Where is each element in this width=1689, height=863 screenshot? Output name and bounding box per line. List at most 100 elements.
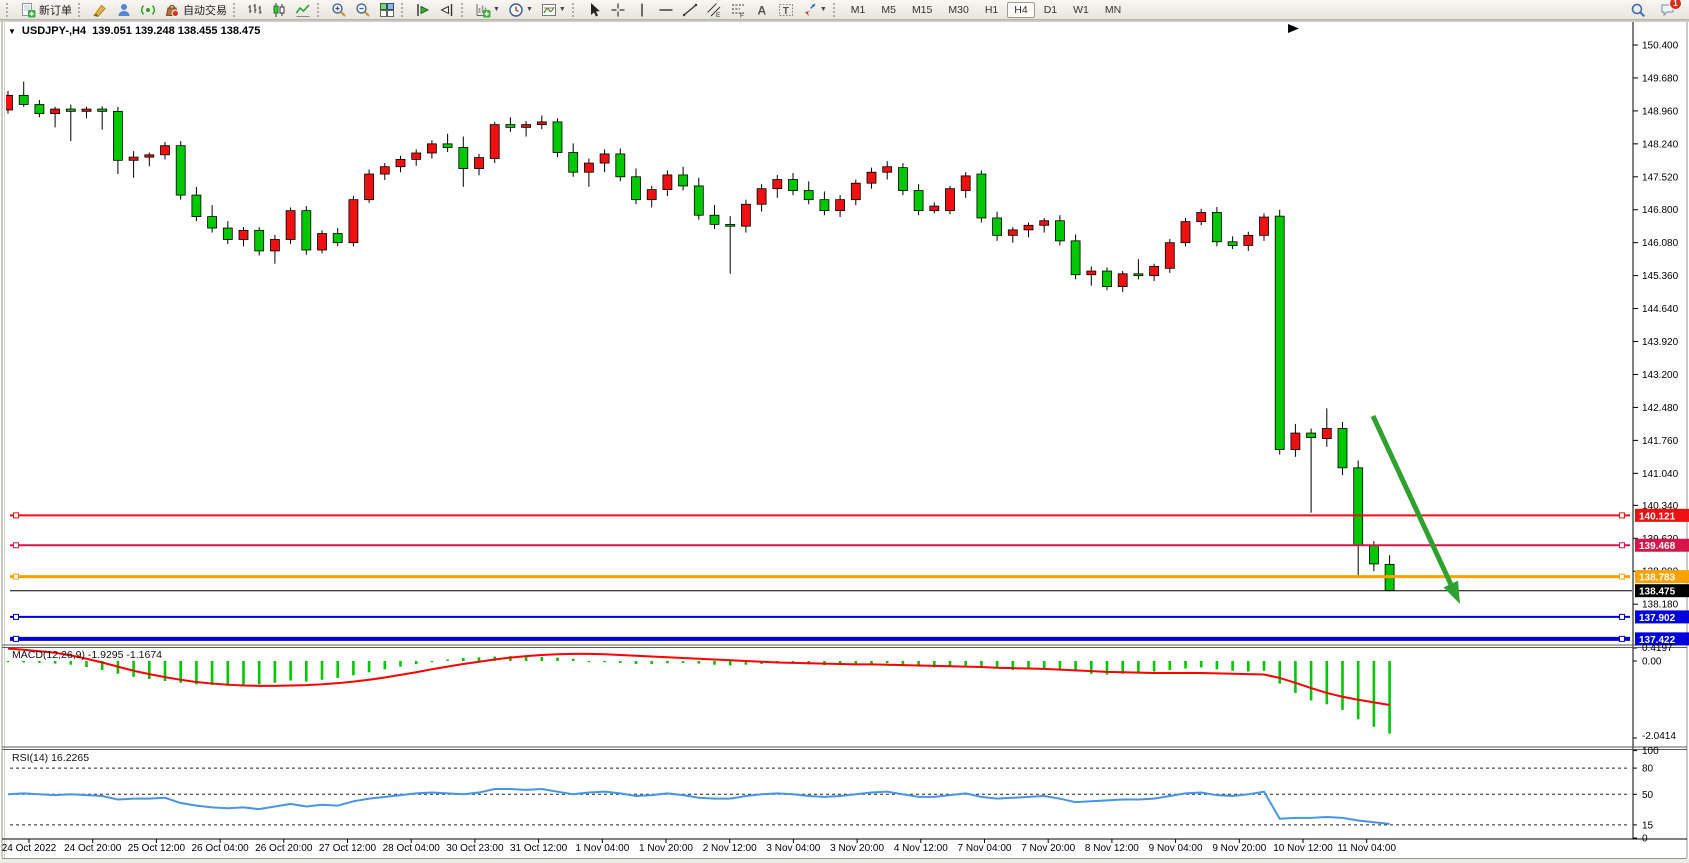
hline-handle[interactable]	[1619, 635, 1625, 642]
toolbar-signals-button[interactable]	[137, 0, 159, 20]
hline-137.902[interactable]: 137.902	[10, 610, 1689, 624]
toolbar-new-order-button[interactable]: 新订单	[17, 0, 75, 20]
toolbar-arrows-button[interactable]: ▼	[799, 0, 830, 20]
candle-body	[128, 156, 139, 161]
toolbar-new-chart-button[interactable]: ▼	[472, 0, 503, 20]
toolbar-zoom-in-button[interactable]	[328, 0, 350, 20]
time-tick-label: 3 Nov 04:00	[766, 843, 820, 854]
toolbar-auto-scroll-button[interactable]	[412, 0, 434, 20]
toolbar-tile-windows-button[interactable]	[376, 0, 398, 20]
candles-layer	[6, 81, 1395, 592]
toolbar-grip	[571, 2, 578, 17]
search-icon	[1631, 3, 1646, 17]
time-tick-label: 30 Oct 23:00	[446, 843, 504, 854]
toolbar-text-button[interactable]: A	[751, 0, 773, 20]
chart-canvas[interactable]: 150.400 149.680 148.960 148.240 147.520 146.8…	[0, 20, 1689, 863]
timeframe-m5-button[interactable]: M5	[881, 3, 896, 16]
time-tick-label: 4 Nov 12:00	[894, 843, 948, 854]
toolbar-notifications-button[interactable]: 1	[1657, 0, 1682, 20]
toolbar-cursor-button[interactable]	[583, 0, 605, 20]
candle-body	[1259, 216, 1269, 236]
toolbar-equidistant-channel-button[interactable]: E	[703, 0, 725, 20]
current-price-line: 138.475	[10, 584, 1689, 598]
candle-body	[898, 167, 908, 191]
candle-body	[929, 205, 940, 212]
hline-handle[interactable]	[1619, 573, 1625, 580]
vertical-line-icon	[641, 3, 643, 16]
hline-handle[interactable]	[13, 613, 19, 620]
trend-arrow-shaft[interactable]	[1370, 414, 1454, 586]
rsi-scale-label: 15	[1642, 820, 1654, 831]
timeframe-h1-button[interactable]: H1	[984, 3, 999, 16]
timeframe-m30-button[interactable]: M30	[948, 3, 969, 16]
toolbar-fibonacci-button[interactable]: F	[727, 0, 749, 20]
hline-handle[interactable]	[13, 512, 19, 519]
hline-handle[interactable]	[1619, 512, 1625, 519]
hline-138.783[interactable]: 138.783	[10, 570, 1689, 584]
toolbar-periods-button[interactable]: ▼	[505, 0, 536, 20]
hline-137.422[interactable]: 137.422	[10, 632, 1689, 646]
hline-handle[interactable]	[13, 542, 19, 549]
toolbar-text-label-button[interactable]: T	[775, 0, 797, 20]
candle-body	[1117, 273, 1128, 288]
collapse-triangle-icon[interactable]: ▼	[8, 26, 16, 36]
indicators-list-icon	[541, 3, 556, 16]
timeframe-mn-button[interactable]: MN	[1104, 3, 1122, 16]
time-axis[interactable]: 24 Oct 2022 24 Oct 20:00 25 Oct 12:00 26 Oc…	[2, 839, 1397, 854]
chart-shift-marker-icon[interactable]	[1288, 24, 1299, 33]
toolbar-indicators-list-button[interactable]: ▼	[538, 0, 569, 20]
toolbar-zoom-out-button[interactable]	[352, 0, 374, 20]
toolbar-group	[411, 0, 459, 20]
candle-body	[1180, 221, 1191, 244]
candle-body	[489, 124, 500, 159]
hline-handle[interactable]	[1619, 613, 1625, 620]
chevron-down-icon[interactable]: ▼	[819, 6, 827, 13]
chevron-down-icon[interactable]: ▼	[558, 6, 566, 13]
timeframe-w1-button[interactable]: W1	[1073, 3, 1089, 16]
toolbar-crosshair-button[interactable]	[607, 0, 629, 20]
toolbar-candlestick-chart-button[interactable]	[268, 0, 290, 20]
toolbar-profile-button[interactable]	[113, 0, 135, 20]
candle-body	[850, 182, 861, 201]
hline-140.121[interactable]: 140.121	[10, 508, 1689, 523]
candle-body	[1070, 240, 1081, 276]
hline-handle[interactable]	[13, 635, 19, 642]
candle-body	[364, 173, 375, 201]
timeframe-m1-button[interactable]: M1	[850, 3, 866, 16]
hline-handle[interactable]	[1619, 542, 1625, 549]
toolbar-chart-shift-button[interactable]	[436, 0, 458, 20]
time-tick-label: 25 Oct 12:00	[128, 843, 186, 854]
toolbar-trendline-button[interactable]	[679, 0, 701, 20]
candle-body	[646, 189, 657, 201]
price-tick-label: 148.240	[1642, 139, 1679, 150]
timeframe-h4-button[interactable]: H4	[1007, 1, 1035, 18]
rsi-scale-label: 100	[1642, 746, 1659, 757]
toolbar-search-button[interactable]	[1627, 0, 1649, 20]
toolbar-autotrading-button[interactable]: 自动交易	[161, 0, 230, 20]
toolbar-bar-chart-button[interactable]	[244, 0, 266, 20]
chevron-down-icon[interactable]: ▼	[525, 6, 533, 13]
zoom-out-icon	[356, 2, 370, 17]
price-tick-label: 145.360	[1642, 271, 1679, 282]
toolbar-horizontal-line-button[interactable]	[655, 0, 677, 20]
toolbar-vertical-line-button[interactable]	[631, 0, 653, 20]
chevron-down-icon[interactable]: ▼	[493, 6, 500, 13]
trend-arrow[interactable]	[1370, 414, 1460, 604]
timeframe-d1-button[interactable]: D1	[1043, 3, 1058, 16]
zoom-in-icon	[332, 2, 346, 17]
hline-handle[interactable]	[13, 573, 19, 580]
toolbar-line-chart-button[interactable]	[292, 0, 314, 20]
text-label-icon: T	[778, 3, 793, 16]
price-tick-label: 150.400	[1642, 41, 1679, 52]
toolbar-grip	[78, 2, 84, 17]
hline-139.468[interactable]: 139.468	[10, 538, 1689, 553]
candle-body	[34, 104, 45, 115]
toolbar-styler-button[interactable]	[89, 0, 111, 20]
candle-body	[1212, 212, 1222, 243]
trend-arrow-head[interactable]	[1443, 580, 1460, 604]
price-tick-label: 146.080	[1642, 238, 1679, 249]
svg-text:T: T	[783, 5, 789, 16]
timeframe-m15-button[interactable]: M15	[911, 3, 933, 16]
hline-price-label	[1635, 570, 1689, 584]
candle-body	[1086, 270, 1097, 276]
